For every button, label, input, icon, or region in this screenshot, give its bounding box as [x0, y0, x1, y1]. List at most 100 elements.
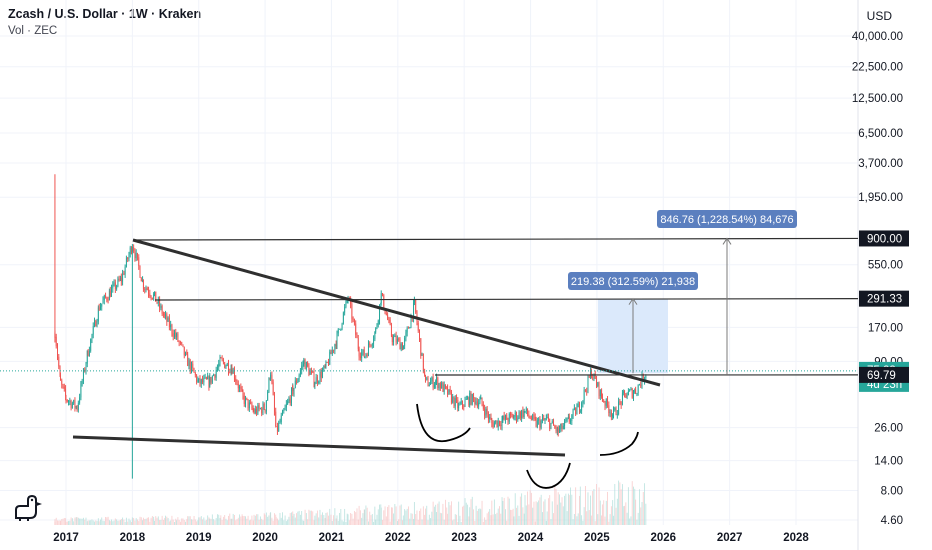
candle-body — [469, 392, 471, 405]
candle-body — [524, 410, 526, 412]
volume-bar — [102, 520, 104, 525]
candle-body — [487, 414, 489, 420]
x-tick-label: 2019 — [186, 532, 212, 544]
volume-bar — [168, 521, 170, 525]
candle-body — [92, 326, 94, 335]
candle-body — [581, 403, 583, 411]
volume-bar — [263, 513, 265, 525]
volume-bar — [504, 509, 506, 525]
candle-body — [593, 373, 595, 378]
volume-bar — [613, 515, 614, 525]
candle-body — [101, 303, 103, 307]
volume-bar — [258, 519, 260, 525]
measure-arrowhead — [722, 237, 732, 245]
volume-bar — [487, 511, 489, 525]
candle-body — [399, 339, 401, 350]
candle-body — [478, 402, 480, 407]
volume-bar — [571, 494, 573, 525]
volume-bar — [594, 521, 596, 525]
volume-bar — [311, 510, 312, 525]
candle-body — [146, 288, 148, 291]
currency-label[interactable]: USD — [866, 9, 892, 23]
volume-bar — [565, 493, 567, 525]
volume-bar — [419, 510, 420, 525]
volume-bar — [65, 518, 67, 525]
candle-body — [449, 389, 451, 393]
volume-bar — [313, 520, 315, 525]
candle-body — [445, 384, 446, 387]
candle-body — [518, 412, 520, 418]
candle-body — [185, 352, 186, 356]
candle-body — [514, 412, 516, 417]
candle-body — [496, 420, 498, 427]
volume-bar — [413, 518, 415, 525]
candle-body — [112, 284, 114, 289]
volume-bar — [516, 507, 517, 525]
volume-bar — [194, 519, 196, 525]
candle-body — [319, 371, 321, 382]
candle-body — [311, 371, 312, 373]
volume-bar — [464, 498, 466, 525]
candle-body — [582, 400, 584, 404]
candle-body — [240, 386, 242, 389]
candle-body — [250, 402, 252, 404]
candle-body — [616, 414, 618, 415]
volume-bar — [428, 514, 430, 525]
candle-body — [603, 400, 605, 403]
volume-bar — [376, 514, 378, 525]
candle-body — [588, 376, 590, 378]
candle-body — [109, 290, 111, 297]
volume-bar — [71, 518, 73, 525]
volume-bar — [581, 515, 583, 525]
candle-body — [572, 409, 574, 416]
candle-body — [542, 418, 543, 421]
volume-bar — [609, 514, 611, 525]
volume-bar — [122, 517, 124, 525]
volume-bar — [362, 513, 364, 525]
volume-bar — [267, 516, 269, 525]
x-tick-label: 2020 — [252, 532, 278, 544]
candle-body — [631, 388, 633, 398]
candle-body — [203, 378, 205, 383]
candle-body — [431, 377, 433, 382]
volume-bar — [463, 505, 465, 525]
volume-bar — [411, 513, 413, 525]
candle-body — [369, 343, 371, 345]
volume-bar — [493, 499, 495, 525]
volume-bar — [533, 501, 535, 525]
volume-bar — [216, 514, 218, 525]
volume-bar — [160, 520, 162, 525]
volume-bar — [68, 521, 70, 525]
volume-bar — [453, 519, 455, 525]
level-line-291 — [154, 298, 859, 301]
candle-body — [58, 356, 60, 367]
volume-bar — [175, 518, 177, 525]
candle-body — [594, 373, 596, 380]
candle-body — [479, 399, 481, 403]
candle-body — [129, 247, 131, 255]
volume-bar — [441, 513, 443, 525]
candle-body — [55, 336, 57, 347]
drawings: 846.76 (1,228.54%) 84,676 219.38 (312.59%… — [0, 210, 859, 489]
candle-body — [448, 389, 450, 395]
volume-bar — [568, 495, 570, 525]
candle-body — [168, 317, 170, 328]
candle-body — [308, 366, 310, 375]
volume-bar — [325, 512, 327, 525]
candle-body — [351, 304, 353, 319]
volume-bar — [97, 518, 99, 525]
candle-body — [156, 301, 158, 304]
volume-bar — [495, 514, 497, 525]
volume-bar — [413, 502, 415, 525]
candle-body — [335, 344, 337, 346]
candle-body — [465, 399, 467, 400]
volume-bar — [474, 521, 476, 525]
volume-bar — [473, 509, 474, 525]
volume-bar — [73, 521, 75, 525]
volume-bar — [289, 513, 291, 525]
candle-body — [375, 328, 377, 332]
volume-indicator-label[interactable]: Vol · ZEC — [8, 25, 58, 37]
candle-body — [316, 377, 318, 383]
candle-body — [405, 332, 407, 339]
